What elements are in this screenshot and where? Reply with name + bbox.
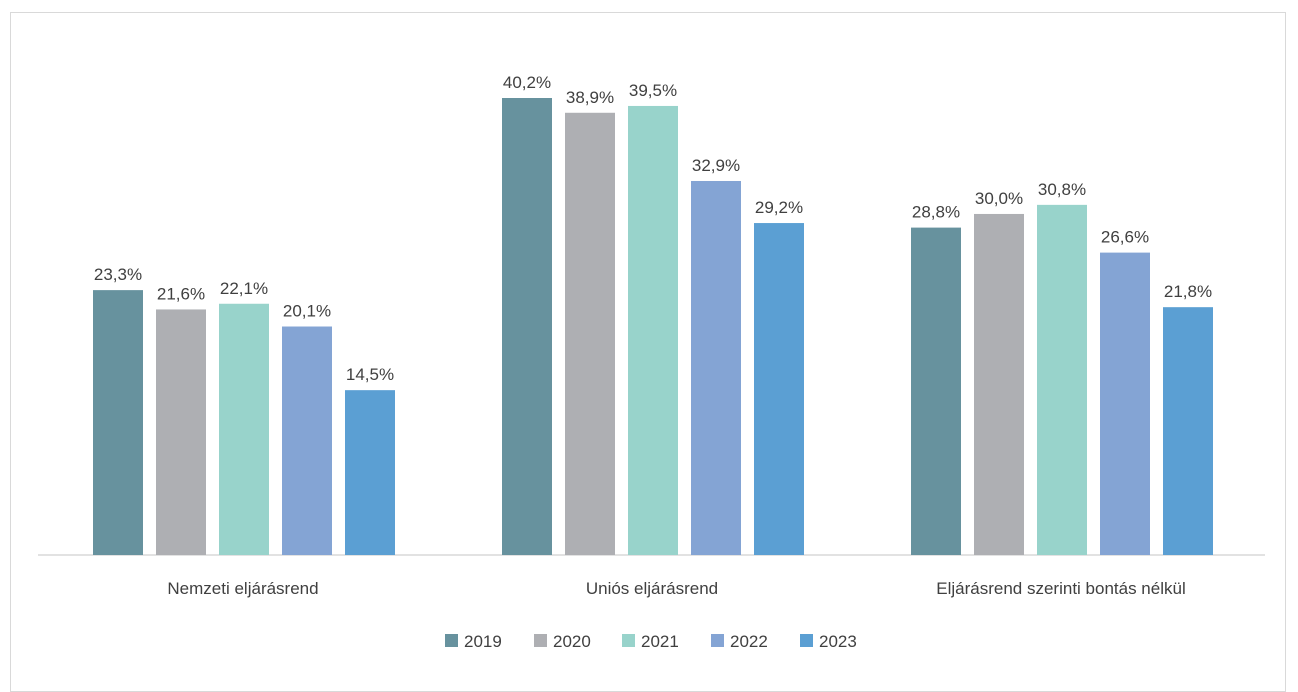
category-label-2: Eljárásrend szerinti bontás nélkül — [936, 579, 1185, 598]
bar-2019-2 — [911, 227, 961, 555]
bar-2019-0 — [93, 290, 143, 555]
bar-2021-0 — [219, 303, 269, 555]
data-label-2023-1: 29,2% — [755, 198, 803, 217]
data-label-2021-1: 39,5% — [629, 81, 677, 100]
legend-swatch-2022 — [711, 634, 724, 647]
legend-label-2022: 2022 — [730, 632, 768, 651]
data-label-2023-0: 14,5% — [346, 365, 394, 384]
data-label-2019-1: 40,2% — [503, 73, 551, 92]
data-label-2023-2: 21,8% — [1164, 282, 1212, 301]
data-label-2022-1: 32,9% — [692, 156, 740, 175]
bars-group — [93, 98, 1213, 556]
data-label-2021-0: 22,1% — [220, 279, 268, 298]
category-label-1: Uniós eljárásrend — [586, 579, 718, 598]
bar-2022-2 — [1100, 252, 1150, 555]
bar-2022-1 — [691, 180, 741, 556]
category-label-0: Nemzeti eljárásrend — [167, 579, 318, 598]
data-label-2020-1: 38,9% — [566, 88, 614, 107]
legend-swatch-2019 — [445, 634, 458, 647]
data-label-2020-2: 30,0% — [975, 189, 1023, 208]
data-label-2020-0: 21,6% — [157, 284, 205, 303]
bar-2023-2 — [1163, 307, 1213, 555]
bar-chart: 23,3% 21,6% 22,1% 20,1% 14,5% 40,2% 38,9% 39,5%… — [38, 73, 1265, 651]
legend-swatch-2020 — [534, 634, 547, 647]
data-label-2021-2: 30,8% — [1038, 180, 1086, 199]
category-labels-group: Nemzeti eljárásrend Uniós eljárásrend Eljá… — [167, 579, 1185, 598]
data-label-2019-0: 23,3% — [94, 265, 142, 284]
legend-label-2019: 2019 — [464, 632, 502, 651]
data-label-2019-2: 28,8% — [912, 203, 960, 222]
legend: 2019 2020 2021 2022 2023 — [445, 632, 857, 651]
bar-2023-0 — [345, 390, 395, 555]
data-label-2022-0: 20,1% — [283, 302, 331, 321]
bar-2020-0 — [156, 309, 206, 555]
bar-2020-1 — [565, 112, 615, 555]
bar-2022-0 — [282, 326, 332, 555]
bar-2021-1 — [628, 105, 678, 556]
legend-swatch-2023 — [800, 634, 813, 647]
data-label-2022-2: 26,6% — [1101, 228, 1149, 247]
bar-2020-2 — [974, 213, 1024, 555]
bar-2021-2 — [1037, 204, 1087, 555]
bar-2019-1 — [502, 98, 552, 555]
legend-label-2023: 2023 — [819, 632, 857, 651]
legend-label-2021: 2021 — [641, 632, 679, 651]
legend-swatch-2021 — [622, 634, 635, 647]
legend-label-2020: 2020 — [553, 632, 591, 651]
data-labels-group: 23,3% 21,6% 22,1% 20,1% 14,5% 40,2% 38,9% 39,5%… — [94, 73, 1212, 384]
bar-2023-1 — [754, 223, 804, 555]
